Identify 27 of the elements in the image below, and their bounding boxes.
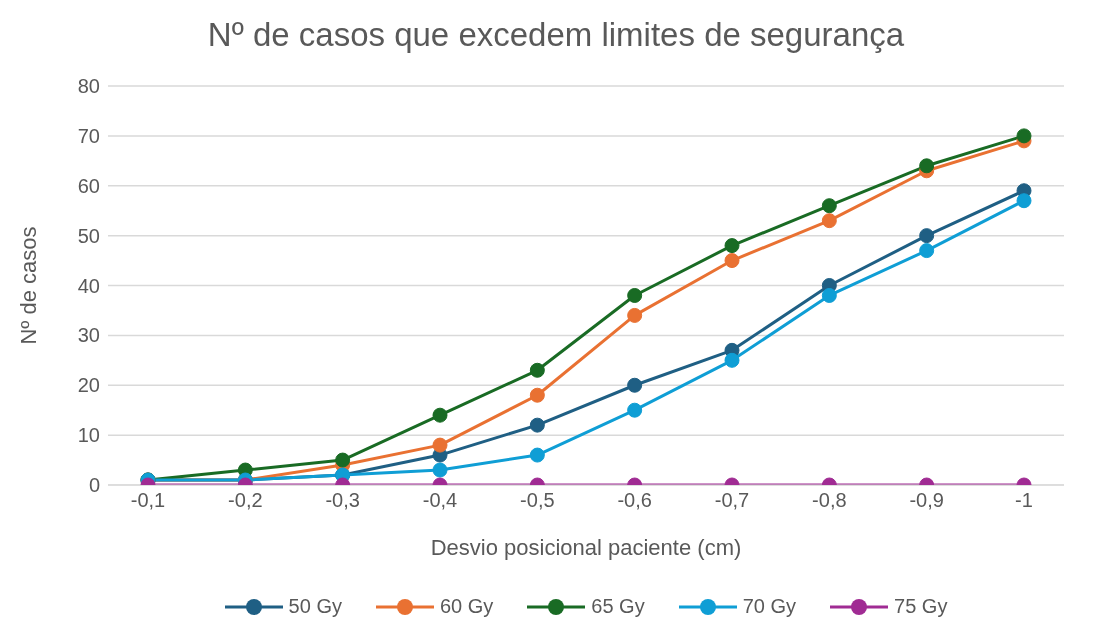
x-tick-label: -0,9	[909, 489, 944, 512]
y-tick-label: 80	[77, 75, 100, 98]
x-tick-label: -0,2	[228, 489, 263, 512]
x-tick-label: -0,6	[617, 489, 652, 512]
x-tick-label: -1	[1015, 489, 1033, 512]
y-tick-label: 0	[88, 474, 100, 497]
legend-label: 50 Gy	[287, 595, 342, 618]
x-tick-label: -0,7	[714, 489, 750, 512]
x-tick-label: -0,4	[422, 489, 458, 512]
y-tick-label: 30	[77, 324, 100, 347]
x-tick-label: -0,3	[325, 489, 360, 512]
y-tick-label: 60	[77, 174, 100, 197]
legend-label: 65 Gy	[590, 595, 645, 618]
x-tick-label: -0,8	[812, 489, 847, 512]
x-tick-label: -0,5	[520, 489, 555, 512]
y-tick-label: 40	[77, 274, 100, 297]
y-tick-label: 70	[77, 124, 100, 147]
legend-label: 75 Gy	[893, 595, 948, 618]
chart-title: Nº de casos que excedem limites de segurança	[206, 15, 906, 55]
y-tick-label: 20	[77, 374, 100, 397]
y-tick-label: 10	[77, 424, 100, 447]
y-axis-title: Nº de casos	[15, 226, 41, 345]
x-axis-title: Desvio posicional paciente (cm)	[430, 535, 742, 560]
x-tick-label: -0,1	[130, 489, 166, 512]
legend-label: 70 Gy	[741, 595, 797, 618]
legend-label: 60 Gy	[438, 595, 494, 618]
y-tick-label: 50	[77, 224, 100, 247]
